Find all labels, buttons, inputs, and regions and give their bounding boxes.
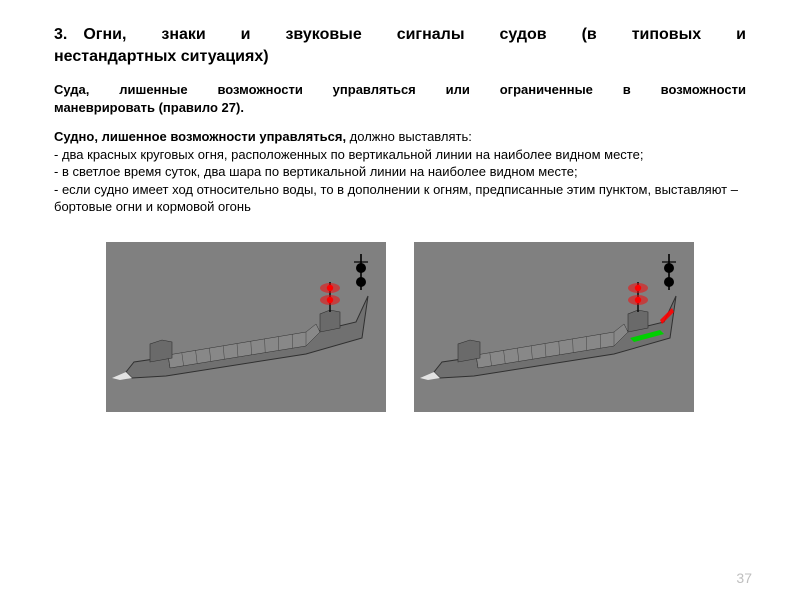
figures-row <box>54 242 746 412</box>
title-line-2: нестандартных ситуациях) <box>54 46 746 68</box>
subtitle-line-1: Суда, лишенные возможности управляться и… <box>54 82 746 97</box>
body-text: Судно, лишенное возможности управляться,… <box>54 128 746 216</box>
body-tail: должно выставлять: <box>346 129 472 144</box>
section-title: 3. Огни, знаки и звуковые сигналы судов … <box>54 24 746 67</box>
body-lead: Судно, лишенное возможности управляться, <box>54 129 346 144</box>
page-number: 37 <box>736 570 752 586</box>
subtitle-line-2: маневрировать (правило 27). <box>54 99 746 117</box>
ship-diagram-left <box>106 242 386 412</box>
subtitle: Суда, лишенные возможности управляться и… <box>54 81 746 116</box>
bullet-2: - в светлое время суток, два шара по вер… <box>54 164 578 179</box>
bullet-3: - если судно имеет ход относительно воды… <box>54 181 746 216</box>
ship-diagram-right <box>414 242 694 412</box>
bullet-1: - два красных круговых огня, расположенн… <box>54 147 643 162</box>
title-line-1: 3. Огни, знаки и звуковые сигналы судов … <box>54 26 746 43</box>
